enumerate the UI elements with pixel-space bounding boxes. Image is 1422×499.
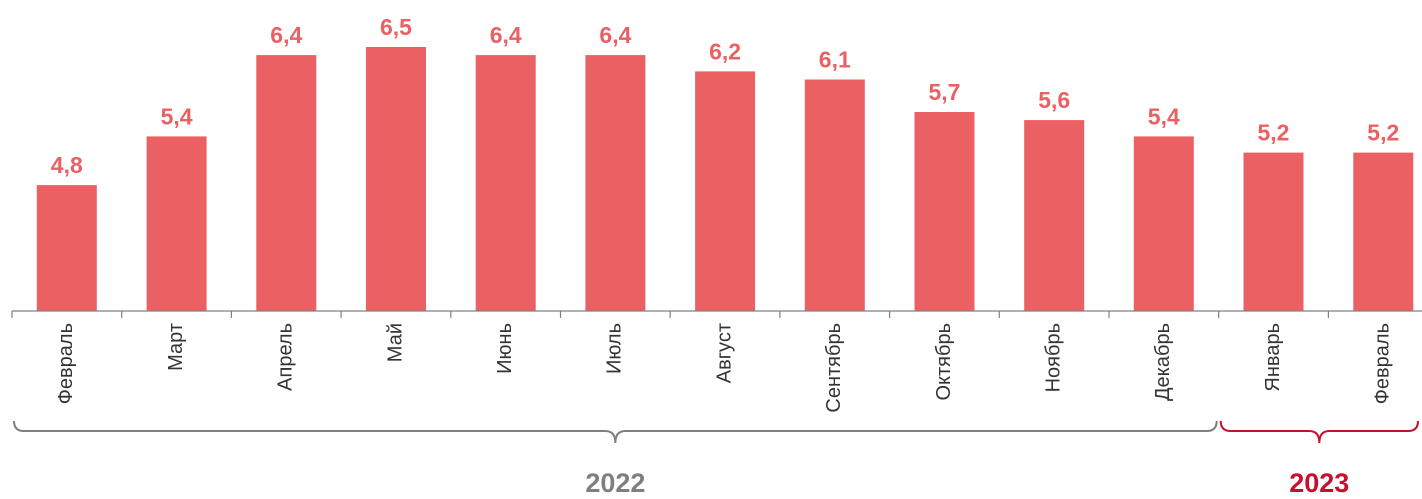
data-label: 5,2	[1258, 120, 1290, 146]
value-labels-group: 4,8 5,4 6,4 6,5 6,4 6,4 6,2 6,1 5,7 5,6 5,4 5,2 5,2	[51, 14, 1399, 178]
data-label: 6,4	[599, 22, 631, 48]
data-label: 6,4	[490, 22, 522, 48]
data-label: 6,1	[819, 47, 851, 73]
bar	[366, 47, 426, 311]
tick-label: Май	[384, 323, 406, 362]
data-label: 5,4	[161, 103, 193, 129]
bar	[695, 71, 756, 312]
data-label: 5,6	[1038, 87, 1070, 113]
bar	[804, 79, 865, 311]
group-label: 2023	[1289, 468, 1349, 498]
data-label: 6,5	[380, 14, 412, 40]
bars-group	[36, 47, 1414, 312]
data-label: 5,4	[1148, 103, 1180, 129]
x-axis	[11, 310, 1422, 318]
bar	[36, 185, 97, 311]
bar	[1353, 152, 1414, 311]
tick-label: Март	[165, 323, 187, 371]
tick-label: Сентябрь	[823, 323, 845, 413]
group-label: 2022	[585, 468, 645, 498]
bar	[585, 55, 646, 311]
tick-label: Июль	[604, 323, 626, 374]
data-label: 5,7	[929, 79, 961, 105]
bar	[1133, 136, 1194, 311]
data-label: 4,8	[51, 152, 83, 178]
tick-label: Ноябрь	[1042, 323, 1064, 392]
tick-label: Февраль	[55, 323, 77, 404]
year-groups: 2022 2023	[13, 420, 1419, 498]
category-labels-group: Февраль Март Апрель Май Июнь Июль Август Сентяб…	[55, 323, 1394, 413]
data-label: 5,2	[1367, 120, 1399, 146]
tick-label: Январь	[1262, 323, 1284, 392]
tick-label: Июнь	[494, 323, 516, 374]
tick-label: Декабрь	[1152, 323, 1174, 401]
bar	[1024, 120, 1085, 311]
bar	[475, 55, 536, 311]
data-label: 6,4	[270, 22, 302, 48]
group-brace	[13, 420, 1218, 444]
bar	[256, 55, 317, 311]
tick-label: Февраль	[1372, 323, 1394, 404]
data-label: 6,2	[709, 38, 741, 64]
tick-label: Апрель	[275, 323, 297, 391]
group-brace	[1219, 420, 1419, 444]
bar	[1243, 152, 1304, 311]
bar	[914, 112, 975, 311]
bar	[146, 136, 207, 311]
tick-label: Октябрь	[933, 323, 955, 401]
tick-label: Август	[713, 323, 735, 383]
